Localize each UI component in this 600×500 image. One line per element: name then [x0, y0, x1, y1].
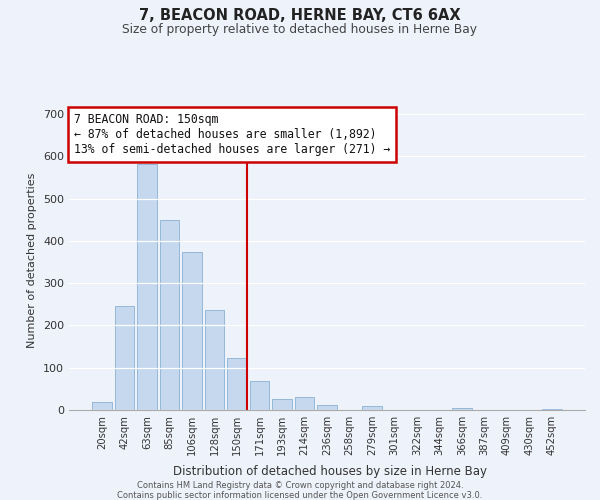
Bar — [295, 397, 314, 410]
Bar — [250, 382, 269, 410]
Bar — [137, 164, 157, 410]
Bar — [542, 408, 562, 410]
Bar — [452, 408, 472, 410]
Text: Contains HM Land Registry data © Crown copyright and database right 2024.: Contains HM Land Registry data © Crown c… — [137, 481, 463, 490]
Text: 7 BEACON ROAD: 150sqm
← 87% of detached houses are smaller (1,892)
13% of semi-d: 7 BEACON ROAD: 150sqm ← 87% of detached … — [74, 113, 391, 156]
Bar — [160, 220, 179, 410]
Text: 7, BEACON ROAD, HERNE BAY, CT6 6AX: 7, BEACON ROAD, HERNE BAY, CT6 6AX — [139, 8, 461, 22]
Text: Distribution of detached houses by size in Herne Bay: Distribution of detached houses by size … — [173, 465, 487, 478]
Bar — [92, 402, 112, 410]
Text: Contains public sector information licensed under the Open Government Licence v3: Contains public sector information licen… — [118, 491, 482, 500]
Bar — [317, 405, 337, 410]
Bar — [115, 306, 134, 410]
Bar — [182, 252, 202, 410]
Y-axis label: Number of detached properties: Number of detached properties — [28, 172, 37, 348]
Bar — [272, 400, 292, 410]
Text: Size of property relative to detached houses in Herne Bay: Size of property relative to detached ho… — [122, 22, 478, 36]
Bar — [362, 406, 382, 410]
Bar — [205, 310, 224, 410]
Bar — [227, 358, 247, 410]
